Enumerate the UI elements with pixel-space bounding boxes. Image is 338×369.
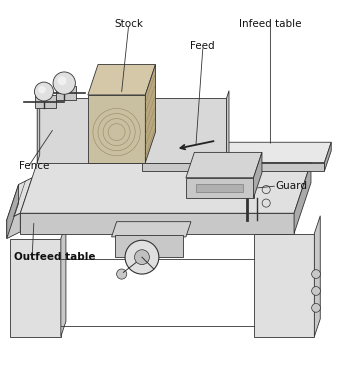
- Polygon shape: [142, 142, 331, 162]
- Circle shape: [53, 72, 75, 94]
- Polygon shape: [115, 235, 183, 257]
- Circle shape: [262, 186, 270, 194]
- Text: Guard: Guard: [275, 181, 308, 191]
- Circle shape: [312, 287, 320, 295]
- Text: Outfeed table: Outfeed table: [14, 252, 95, 262]
- Polygon shape: [7, 213, 20, 239]
- Polygon shape: [20, 213, 294, 234]
- Circle shape: [262, 199, 270, 207]
- Text: Stock: Stock: [114, 19, 143, 29]
- Polygon shape: [7, 178, 32, 220]
- Polygon shape: [88, 65, 155, 95]
- Polygon shape: [37, 155, 229, 162]
- Polygon shape: [37, 98, 226, 162]
- Circle shape: [38, 86, 46, 93]
- Polygon shape: [142, 162, 324, 171]
- Polygon shape: [294, 162, 311, 234]
- Polygon shape: [37, 91, 40, 162]
- Polygon shape: [314, 216, 320, 337]
- Polygon shape: [186, 178, 254, 198]
- Polygon shape: [10, 239, 61, 337]
- Polygon shape: [324, 142, 331, 171]
- Circle shape: [125, 240, 159, 274]
- Circle shape: [312, 270, 320, 279]
- Text: Fence: Fence: [19, 161, 49, 171]
- Polygon shape: [88, 95, 145, 162]
- Circle shape: [135, 250, 149, 265]
- Circle shape: [312, 303, 320, 312]
- Polygon shape: [56, 86, 76, 100]
- Circle shape: [117, 269, 127, 279]
- Polygon shape: [20, 162, 311, 213]
- Polygon shape: [112, 222, 191, 237]
- Polygon shape: [254, 234, 314, 337]
- Polygon shape: [186, 152, 262, 178]
- Polygon shape: [196, 184, 243, 192]
- Polygon shape: [35, 95, 56, 108]
- Text: Infeed table: Infeed table: [239, 19, 301, 29]
- Polygon shape: [7, 184, 19, 239]
- Circle shape: [57, 76, 67, 85]
- Polygon shape: [145, 65, 155, 162]
- Polygon shape: [226, 91, 229, 162]
- Text: Feed: Feed: [191, 41, 215, 51]
- Polygon shape: [254, 152, 262, 198]
- Polygon shape: [61, 223, 66, 337]
- Circle shape: [34, 82, 53, 101]
